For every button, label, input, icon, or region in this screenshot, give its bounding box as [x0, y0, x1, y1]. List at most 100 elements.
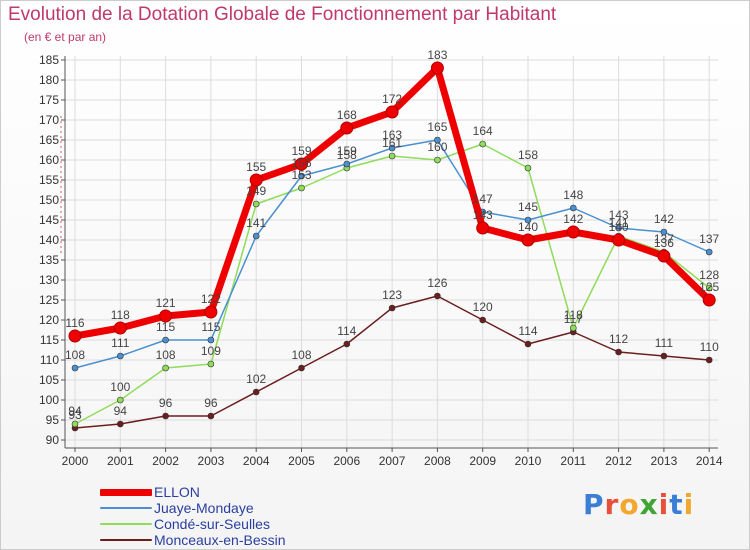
data-label-monceaux-en-bessin: 93 — [68, 408, 82, 422]
data-label-monceaux-en-bessin: 114 — [337, 324, 356, 338]
data-point-conde-sur-seulles — [71, 420, 79, 428]
data-label-ellon: 140 — [609, 220, 629, 234]
data-point-ellon — [159, 309, 173, 323]
data-label-monceaux-en-bessin: 114 — [518, 324, 537, 338]
grid-lines — [65, 56, 718, 448]
data-point-ellon — [657, 249, 671, 263]
data-label-juaye-mondaye: 137 — [699, 232, 719, 246]
legend-label: Monceaux-en-Bessin — [154, 532, 286, 548]
data-point-conde-sur-seulles — [117, 396, 124, 404]
data-label-conde-sur-seulles: 141 — [609, 216, 629, 230]
x-tick-label: 2005 — [288, 454, 315, 468]
y-tick-label: 180 — [39, 73, 59, 87]
y-tick-label: 185 — [39, 53, 59, 67]
data-point-juaye-mondaye — [207, 336, 215, 344]
data-point-conde-sur-seulles — [162, 364, 169, 372]
legend-item-juaye-mondaye: Juaye-Mondaye — [100, 500, 360, 516]
x-tick-label: 2003 — [198, 454, 225, 468]
data-point-conde-sur-seulles — [705, 284, 713, 292]
data-label-monceaux-en-bessin: 96 — [159, 396, 173, 410]
chart-subtitle: (en € et par an) — [24, 30, 107, 44]
x-tick-label: 2002 — [152, 454, 179, 468]
data-label-monceaux-en-bessin: 96 — [204, 396, 218, 410]
proxiti-logo: Proxiti — [583, 488, 694, 521]
data-label-ellon: 183 — [427, 48, 447, 62]
y-tick-label: 110 — [40, 353, 59, 367]
data-label-conde-sur-seulles: 128 — [699, 268, 719, 282]
axes — [60, 56, 718, 449]
data-point-monceaux-en-bessin — [207, 412, 215, 420]
data-label-monceaux-en-bessin: 112 — [609, 332, 628, 346]
data-label-ellon: 168 — [337, 108, 357, 122]
data-label-juaye-mondaye: 165 — [427, 120, 447, 134]
data-label-ellon: 155 — [246, 160, 266, 174]
data-point-conde-sur-seulles — [207, 360, 215, 368]
data-point-conde-sur-seulles — [434, 156, 441, 164]
data-label-ellon: 142 — [563, 212, 583, 226]
data-label-ellon: 118 — [111, 308, 130, 322]
legend-swatch — [100, 489, 152, 496]
y-tick-label: 150 — [39, 193, 59, 207]
x-tick-label: 2000 — [62, 454, 89, 468]
data-label-conde-sur-seulles: 94 — [68, 404, 82, 418]
data-point-ellon — [204, 305, 218, 319]
data-label-monceaux-en-bessin: 108 — [291, 348, 311, 362]
data-point-monceaux-en-bessin — [479, 316, 487, 324]
data-point-juaye-mondaye — [162, 336, 169, 344]
data-label-juaye-mondaye: 148 — [563, 188, 583, 202]
y-tick-label: 155 — [39, 173, 59, 187]
data-point-ellon — [430, 61, 444, 75]
data-label-juaye-mondaye: 163 — [382, 128, 402, 142]
data-label-conde-sur-seulles: 158 — [518, 148, 538, 162]
data-label-conde-sur-seulles: 109 — [201, 344, 221, 358]
legend-swatch — [100, 507, 152, 509]
logo-letter: o — [619, 488, 640, 521]
data-point-juaye-mondaye — [343, 160, 351, 168]
data-label-conde-sur-seulles: 161 — [382, 136, 402, 150]
chart-title: Evolution de la Dotation Globale de Fonc… — [8, 4, 557, 25]
y-tick-label: 115 — [40, 333, 59, 347]
data-point-conde-sur-seulles — [388, 152, 396, 160]
legend-label: Condé-sur-Seulles — [154, 516, 270, 532]
data-label-juaye-mondaye: 143 — [609, 208, 629, 222]
data-label-conde-sur-seulles: 153 — [291, 168, 311, 182]
data-label-juaye-mondaye: 145 — [518, 200, 538, 214]
data-point-ellon — [612, 233, 626, 247]
data-label-ellon: 140 — [518, 220, 538, 234]
data-point-juaye-mondaye — [71, 364, 79, 372]
data-label-monceaux-en-bessin: 110 — [700, 340, 719, 354]
x-tick-label: 2006 — [333, 454, 360, 468]
y-tick-label: 145 — [39, 213, 59, 227]
data-label-juaye-mondaye: 142 — [654, 212, 674, 226]
legend-swatch — [100, 539, 152, 541]
data-label-juaye-mondaye: 115 — [201, 320, 220, 334]
logo-letter: i — [683, 488, 695, 521]
data-label-conde-sur-seulles: 164 — [473, 124, 493, 138]
data-label-monceaux-en-bessin: 120 — [473, 300, 493, 314]
data-point-monceaux-en-bessin — [705, 356, 713, 364]
data-point-conde-sur-seulles — [569, 324, 577, 332]
data-label-monceaux-en-bessin: 94 — [114, 404, 128, 418]
data-point-monceaux-en-bessin — [434, 292, 441, 300]
data-label-juaye-mondaye: 141 — [246, 216, 266, 230]
data-point-monceaux-en-bessin — [298, 364, 305, 372]
legend: ELLON Juaye-Mondaye Condé-sur-Seulles Mo… — [100, 484, 360, 548]
data-label-juaye-mondaye: 159 — [337, 144, 357, 158]
data-label-conde-sur-seulles: 100 — [110, 380, 130, 394]
data-label-conde-sur-seulles: 118 — [564, 308, 583, 322]
data-label-ellon: 136 — [654, 236, 674, 250]
data-point-ellon — [68, 329, 82, 343]
data-point-ellon — [566, 225, 580, 239]
data-label-conde-sur-seulles: 149 — [246, 184, 266, 198]
y-tick-label: 125 — [39, 293, 59, 307]
data-point-ellon — [521, 233, 535, 247]
x-tick-label: 2014 — [696, 454, 723, 468]
data-point-ellon — [385, 105, 399, 119]
data-label-juaye-mondaye: 111 — [111, 336, 130, 350]
y-tick-label: 95 — [46, 413, 60, 427]
x-tick-label: 2010 — [515, 454, 542, 468]
data-label-monceaux-en-bessin: 117 — [564, 312, 583, 326]
data-label-juaye-mondaye: 115 — [156, 320, 175, 334]
data-point-monceaux-en-bessin — [252, 388, 260, 396]
